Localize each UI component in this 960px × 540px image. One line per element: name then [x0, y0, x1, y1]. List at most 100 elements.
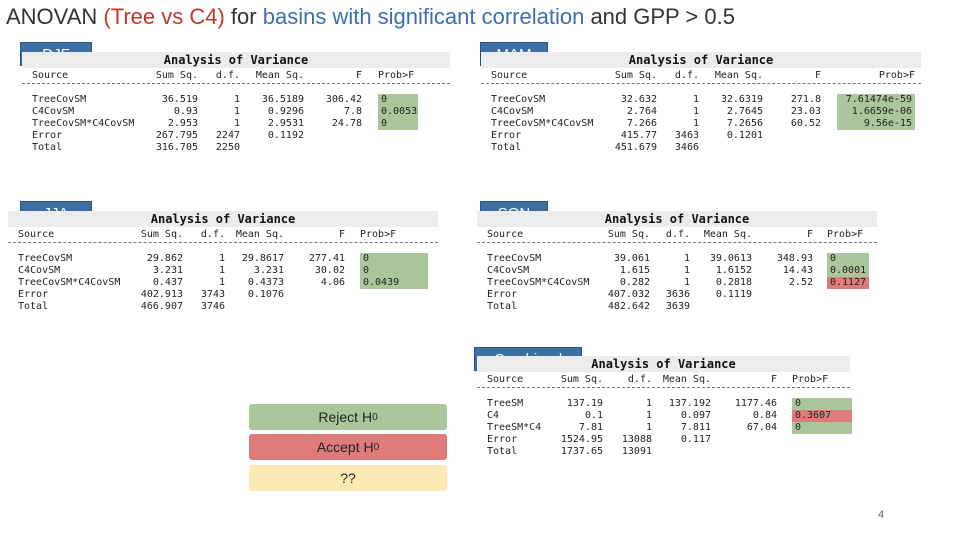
cell-f: 2.52 — [788, 277, 813, 288]
panel-title-text: Analysis of Variance — [628, 53, 774, 67]
header-divider — [481, 83, 921, 84]
cell-sumsq: 482.642 — [607, 301, 650, 312]
cell-f: 1177.46 — [734, 398, 777, 409]
panel-title: Analysis of Variance — [477, 356, 850, 372]
column-header-row: Source Sum Sq. d.f. Mean Sq. F Prob>F — [481, 70, 921, 82]
cell-sumsq: 32.632 — [620, 94, 657, 105]
cell-sumsq: 29.862 — [146, 253, 183, 264]
cell-meansq: 0.9296 — [267, 106, 304, 117]
cell-f: 306.42 — [325, 94, 362, 105]
cell-meansq: 3.231 — [253, 265, 284, 276]
column-header-prob: Prob>F — [878, 70, 915, 81]
title-blue: basins with significant correlation — [262, 4, 585, 29]
table-row: Error 1524.95 13088 0.117 — [477, 434, 850, 446]
cell-meansq: 0.2818 — [715, 277, 752, 288]
legend-unknown: ?? — [249, 465, 447, 491]
table-row: TreeCovSM 32.632 1 32.6319 271.8 7.61474e-59 — [481, 94, 921, 106]
cell-meansq: 2.9531 — [267, 118, 304, 129]
cell-df: 1 — [218, 265, 225, 276]
cell-df: 1 — [645, 398, 652, 409]
cell-sumsq: 1737.65 — [560, 446, 603, 457]
cell-meansq: 39.0613 — [709, 253, 752, 264]
title-mid: for — [224, 4, 263, 29]
column-header-df: d.f. — [200, 229, 225, 240]
cell-meansq: 1.6152 — [715, 265, 752, 276]
cell-df: 13091 — [621, 446, 652, 457]
panel-title-text: Analysis of Variance — [591, 357, 736, 371]
cell-f: 0.84 — [752, 410, 777, 421]
cell-df: 3743 — [200, 289, 225, 300]
cell-df: 2250 — [215, 142, 240, 153]
legend-accept-label: Accept H — [316, 439, 374, 455]
title-prefix: ANOVAN — [6, 4, 104, 29]
cell-sumsq: 7.81 — [578, 422, 603, 433]
table-row: TreeCovSM 36.519 1 36.5189 306.42 0 — [22, 94, 450, 106]
cell-prob: 0.0053 — [378, 106, 418, 118]
column-header-f: F — [814, 70, 821, 81]
cell-prob: 1.6659e-06 — [837, 106, 915, 118]
column-header-row: Source Sum Sq. d.f. Mean Sq. F Prob>F — [22, 70, 450, 82]
table-row: TreeCovSM*C4CovSM 0.282 1 0.2818 2.52 0.1127 — [477, 277, 877, 289]
cell-sumsq: 2.953 — [167, 118, 198, 129]
cell-meansq: 7.811 — [680, 422, 711, 433]
cell-source: TreeCovSM — [487, 253, 542, 264]
column-header-source: Source — [487, 229, 524, 240]
cell-prob: 0 — [360, 265, 428, 277]
cell-meansq: 0.097 — [680, 410, 711, 421]
cell-prob: 0 — [378, 94, 418, 106]
cell-df: 1 — [683, 277, 690, 288]
legend-unknown-label: ?? — [340, 470, 356, 486]
column-header-sumsq: Sum Sq. — [560, 374, 603, 385]
panel-title: Analysis of Variance — [481, 52, 921, 68]
cell-sumsq: 0.1 — [584, 410, 603, 421]
cell-f: 348.93 — [776, 253, 813, 264]
column-header-row: Source Sum Sq. d.f. Mean Sq. F Prob>F — [477, 229, 877, 241]
table-row: Total 316.705 2250 — [22, 142, 450, 154]
cell-source: C4CovSM — [491, 106, 534, 117]
cell-meansq: 0.1201 — [726, 130, 763, 141]
column-header-df: d.f. — [627, 374, 652, 385]
cell-f: 7.8 — [343, 106, 362, 117]
column-header-row: Source Sum Sq. d.f. Mean Sq. F Prob>F — [8, 229, 438, 241]
cell-f: 271.8 — [790, 94, 821, 105]
table-row: Total 1737.65 13091 — [477, 446, 850, 458]
table-row: Error 267.795 2247 0.1192 — [22, 130, 450, 142]
cell-df: 2247 — [215, 130, 240, 141]
anova-table-combined: Analysis of Variance Source Sum Sq. d.f. Mea… — [477, 356, 852, 466]
column-header-meansq: Mean Sq. — [255, 70, 304, 81]
column-header-meansq: Mean Sq. — [662, 374, 711, 385]
cell-sumsq: 0.93 — [173, 106, 198, 117]
anova-table-mam: Analysis of Variance Source Sum Sq. d.f. Mea… — [481, 52, 921, 162]
cell-sumsq: 402.913 — [140, 289, 183, 300]
table-row: Error 407.032 3636 0.1119 — [477, 289, 877, 301]
cell-sumsq: 1524.95 — [560, 434, 603, 445]
table-row: TreeCovSM*C4CovSM 2.953 1 2.9531 24.78 0 — [22, 118, 450, 130]
cell-source: Total — [491, 142, 522, 153]
cell-sumsq: 466.907 — [140, 301, 183, 312]
cell-source: C4CovSM — [487, 265, 530, 276]
column-header-f: F — [770, 374, 777, 385]
cell-df: 1 — [683, 253, 690, 264]
legend-accept-sub: 0 — [373, 441, 380, 453]
cell-sumsq: 407.032 — [607, 289, 650, 300]
panel-title-text: Analysis of Variance — [163, 53, 309, 67]
cell-source: Error — [487, 434, 518, 445]
legend-reject-label: Reject H — [318, 409, 373, 425]
column-header-sumsq: Sum Sq. — [607, 229, 650, 240]
table-row: C4CovSM 2.764 1 2.7645 23.03 1.6659e-06 — [481, 106, 921, 118]
cell-source: Error — [32, 130, 63, 141]
cell-source: Total — [18, 301, 49, 312]
column-header-prob: Prob>F — [378, 70, 415, 81]
panel-title: Analysis of Variance — [22, 52, 450, 68]
cell-meansq: 2.7645 — [726, 106, 763, 117]
cell-sumsq: 0.282 — [619, 277, 650, 288]
cell-df: 1 — [645, 422, 652, 433]
cell-source: TreeCovSM*C4CovSM — [18, 277, 121, 288]
cell-prob: 9.56e-15 — [837, 118, 915, 130]
title-red: (Tree vs C4) — [103, 4, 225, 29]
table-row: C4CovSM 1.615 1 1.6152 14.43 0.0001 — [477, 265, 877, 277]
panel-title: Analysis of Variance — [8, 211, 438, 227]
cell-sumsq: 316.705 — [155, 142, 198, 153]
table-row: Error 402.913 3743 0.1076 — [8, 289, 438, 301]
cell-f: 60.52 — [790, 118, 821, 129]
